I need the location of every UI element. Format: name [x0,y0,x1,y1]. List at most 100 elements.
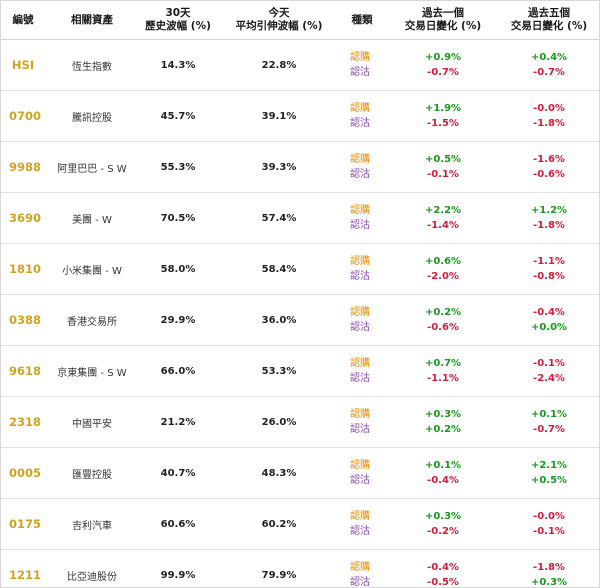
underlying-code-link[interactable]: HSI [11,58,35,72]
underlying-name: 美團 - W [72,214,112,226]
change-1d: +0.1% -0.4% [401,448,485,498]
header-asset[interactable]: 相關資產 [71,13,113,26]
put-change-1d: -1.4% [427,220,459,231]
table-row[interactable]: 0175 吉利汽車 60.6% 60.2% 認購 認沽 +0.3% -0.2% -0.0% -0.… [1,499,599,550]
put-label: 認沽 [350,373,370,384]
implied-volatility: 39.3% [261,161,297,173]
underlying-name: 京東集團 - S W [57,367,127,379]
underlying-name: 香港交易所 [67,316,117,328]
call-change-5d: -0.0% [533,511,565,522]
warrant-type: 認購 認沽 [350,244,374,294]
underlying-code-link[interactable]: 1810 [9,262,42,276]
put-label: 認沽 [350,118,370,129]
call-change-1d: +0.3% [424,511,462,522]
underlying-name: 吉利汽車 [72,520,112,532]
header-iv[interactable]: 今天 平均引伸波幅 (%) [235,7,323,32]
historical-volatility: 66.0% [160,365,196,377]
put-label: 認沽 [350,67,370,78]
call-change-1d: +1.9% [424,103,462,114]
change-1d: -0.4% -0.5% [401,550,485,587]
warrant-type: 認購 認沽 [350,397,374,447]
put-change-5d: -1.8% [533,118,565,129]
historical-volatility: 21.2% [160,416,196,428]
table-row[interactable]: 0388 香港交易所 29.9% 36.0% 認購 認沽 +0.2% -0.6% -0.4% +0… [1,295,599,346]
change-5d: -0.1% -2.4% [507,346,591,396]
call-label: 認購 [350,103,370,114]
table-row[interactable]: 0005 匯豐控股 40.7% 48.3% 認購 認沽 +0.1% -0.4% +2.1% +0.… [1,448,599,499]
change-5d: +0.4% -0.7% [507,40,591,90]
table-row[interactable]: HSI 恆生指數 14.3% 22.8% 認購 認沽 +0.9% -0.7% +0.4% -0.7… [1,40,599,91]
table-row[interactable]: 9618 京東集團 - S W 66.0% 53.3% 認購 認沽 +0.7% -1.1% -0… [1,346,599,397]
underlying-code-link[interactable]: 0700 [9,109,42,123]
table-row[interactable]: 2318 中國平安 21.2% 26.0% 認購 認沽 +0.3% +0.2% +0.1% -0.… [1,397,599,448]
put-change-5d: -2.4% [533,373,565,384]
warrant-type: 認購 認沽 [350,193,374,243]
call-change-1d: -0.4% [427,562,459,573]
underlying-name: 中國平安 [72,418,112,430]
table-row[interactable]: 3690 美團 - W 70.5% 57.4% 認購 認沽 +2.2% -1.4% +1.2% -… [1,193,599,244]
put-label: 認沽 [350,271,370,282]
implied-volatility: 26.0% [261,416,297,428]
underlying-code-link[interactable]: 0005 [9,466,42,480]
implied-volatility: 57.4% [261,212,297,224]
change-1d: +0.7% -1.1% [401,346,485,396]
put-change-1d: -0.4% [427,475,459,486]
change-5d: +0.1% -0.7% [507,397,591,447]
put-change-5d: -0.7% [533,67,565,78]
historical-volatility: 14.3% [160,59,196,71]
underlying-code-link[interactable]: 9618 [9,364,42,378]
call-change-5d: +2.1% [530,460,568,471]
warrant-type: 認購 認沽 [350,142,374,192]
put-change-1d: -0.6% [427,322,459,333]
header-code[interactable]: 編號 [12,13,34,26]
change-1d: +0.2% -0.6% [401,295,485,345]
call-label: 認購 [350,460,370,471]
underlying-code-link[interactable]: 9988 [9,160,42,174]
table-row[interactable]: 0700 騰訊控股 45.7% 39.1% 認購 認沽 +1.9% -1.5% -0.0% -1.… [1,91,599,142]
put-label: 認沽 [350,526,370,537]
call-change-1d: +0.7% [424,358,462,369]
header-change-5d[interactable]: 過去五個 交易日變化 (%) [510,7,588,32]
call-label: 認購 [350,256,370,267]
put-change-1d: -0.1% [427,169,459,180]
table-row[interactable]: 9988 阿里巴巴 - S W 55.3% 39.3% 認購 認沽 +0.5% -0.1% -1… [1,142,599,193]
put-label: 認沽 [350,577,370,588]
historical-volatility: 40.7% [160,467,196,479]
change-1d: +1.9% -1.5% [401,91,485,141]
header-type[interactable]: 種類 [351,13,373,26]
call-change-5d: +0.4% [530,52,568,63]
table-row[interactable]: 1211 比亞迪股份 99.9% 79.9% 認購 認沽 -0.4% -0.5% -1.8% +0… [1,550,599,588]
table-row[interactable]: 1810 小米集團 - W 58.0% 58.4% 認購 認沽 +0.6% -2.0% -1.1… [1,244,599,295]
underlying-code-link[interactable]: 3690 [9,211,42,225]
call-label: 認購 [350,358,370,369]
underlying-code-link[interactable]: 2318 [9,415,42,429]
historical-volatility: 58.0% [160,263,196,275]
historical-volatility: 70.5% [160,212,196,224]
call-change-5d: +0.1% [530,409,568,420]
underlying-code-link[interactable]: 0175 [9,517,42,531]
change-5d: -0.4% +0.0% [507,295,591,345]
underlying-name: 阿里巴巴 - S W [57,163,127,175]
historical-volatility: 29.9% [160,314,196,326]
put-label: 認沽 [350,322,370,333]
change-1d: +0.9% -0.7% [401,40,485,90]
implied-volatility: 36.0% [261,314,297,326]
call-change-1d: +0.3% [424,409,462,420]
underlying-code-link[interactable]: 1211 [9,568,42,582]
header-change-1d[interactable]: 過去一個 交易日變化 (%) [404,7,482,32]
call-label: 認購 [350,409,370,420]
call-change-5d: -1.6% [533,154,565,165]
historical-volatility: 55.3% [160,161,196,173]
call-change-1d: +0.2% [424,307,462,318]
header-hv[interactable]: 30天 歷史波幅 (%) [145,7,211,32]
put-change-5d: -1.8% [533,220,565,231]
underlying-code-link[interactable]: 0388 [9,313,42,327]
warrant-type: 認購 認沽 [350,91,374,141]
call-label: 認購 [350,562,370,573]
change-1d: +2.2% -1.4% [401,193,485,243]
change-5d: -1.8% +0.3% [507,550,591,587]
call-change-1d: +0.9% [424,52,462,63]
warrant-type: 認購 認沽 [350,295,374,345]
change-5d: -1.6% -0.6% [507,142,591,192]
